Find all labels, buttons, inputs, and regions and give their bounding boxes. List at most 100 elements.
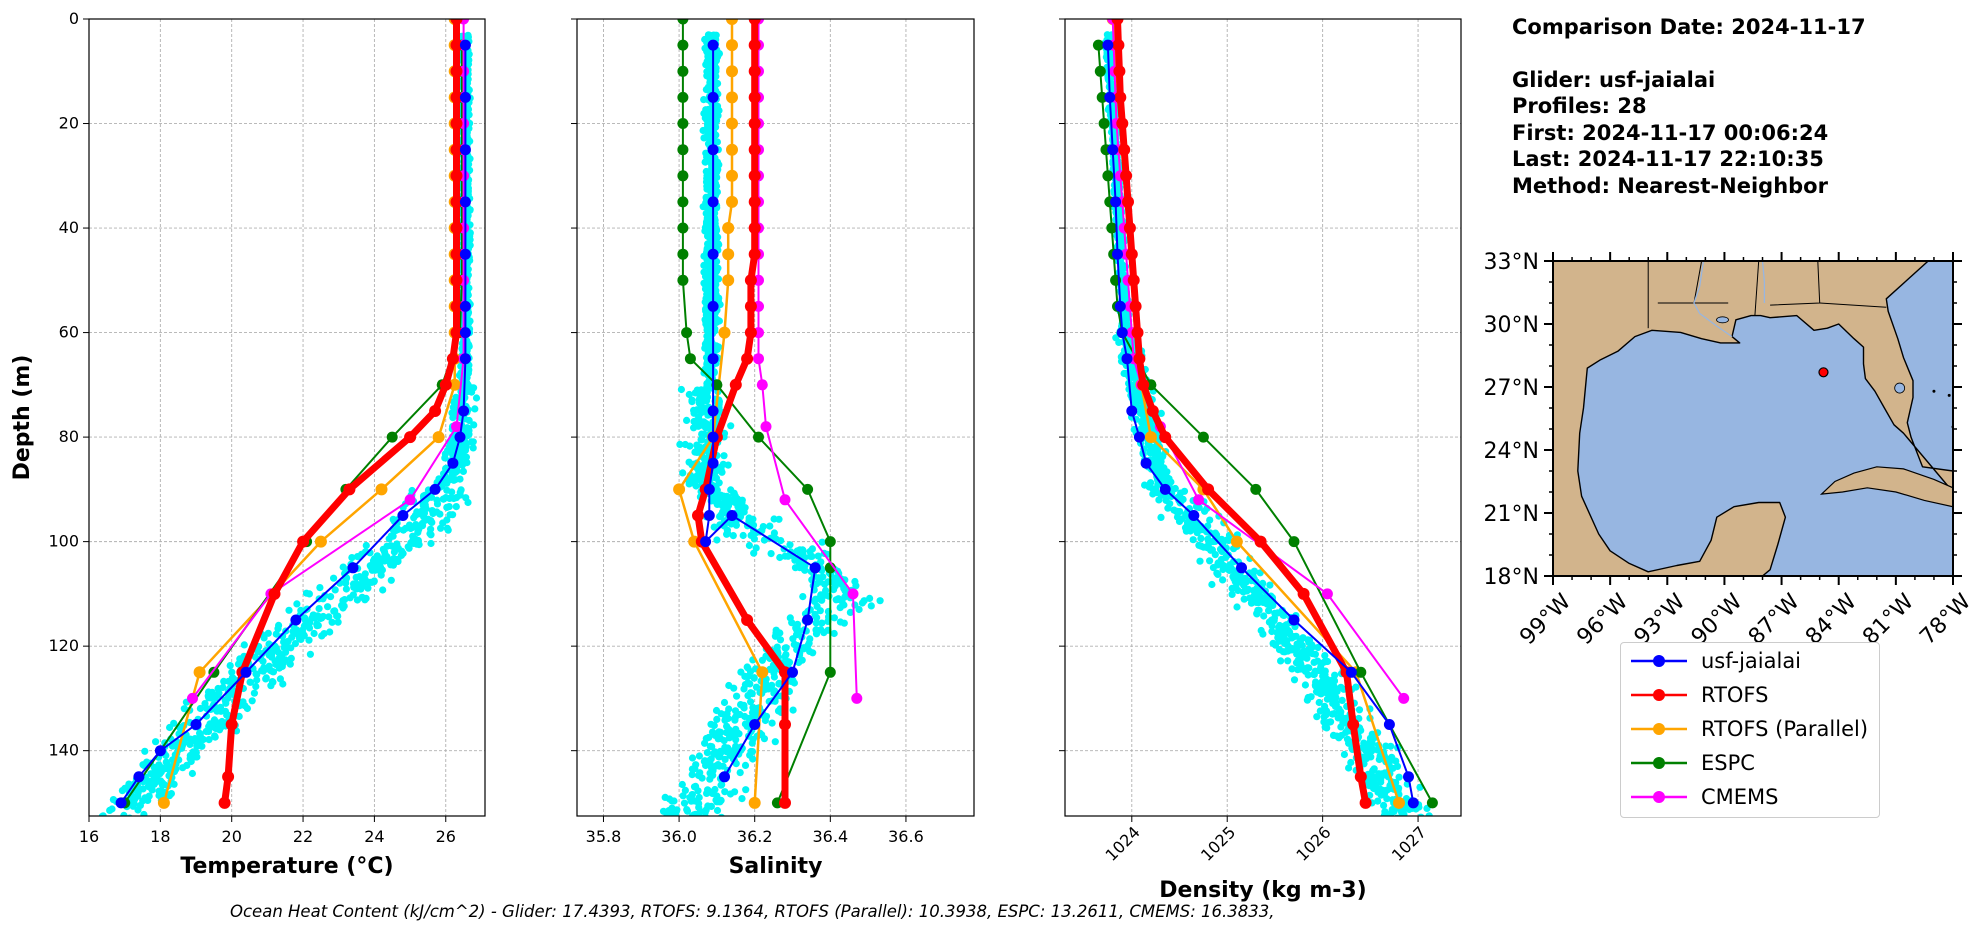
glider-point (279, 680, 287, 688)
glider-point (241, 702, 249, 710)
glider-point (349, 580, 358, 588)
glider-point (718, 468, 726, 476)
glider-point (280, 638, 288, 646)
glider-point (720, 452, 728, 460)
x-tick-label: 1024 (1102, 823, 1144, 865)
series-point (1159, 483, 1171, 495)
glider-point (1205, 539, 1213, 548)
series-point (677, 170, 689, 182)
legend-label: usf-jaialai (1701, 649, 1802, 673)
glider-point (456, 475, 464, 483)
series-espc (119, 39, 468, 809)
series-point (677, 65, 689, 77)
glider-point (743, 720, 752, 728)
glider-point (696, 769, 704, 777)
glider-point (706, 742, 714, 751)
glider-point (688, 771, 696, 779)
glider-point (235, 712, 243, 721)
glider-point (697, 436, 705, 444)
glider-point (1316, 707, 1324, 715)
glider-point (720, 500, 728, 508)
glider-point (746, 680, 754, 688)
series-point (741, 614, 754, 626)
glider-point (272, 630, 280, 638)
series-point (741, 352, 754, 365)
series-point (677, 118, 689, 129)
glider-point (692, 782, 700, 791)
series-point (1355, 666, 1367, 678)
glider-point (840, 601, 848, 609)
glider-point (197, 736, 205, 744)
glider-point (1395, 773, 1403, 781)
glider-point (692, 810, 700, 816)
glider-point (711, 731, 719, 740)
x-axis-label: Density (kg m-3) (1159, 878, 1367, 903)
glider-point (717, 728, 725, 737)
glider-point (1335, 734, 1343, 742)
glider-point (287, 654, 295, 663)
lat-tick-label: 27°N (1484, 376, 1539, 401)
glider-point (742, 786, 750, 794)
glider-point (310, 629, 318, 638)
glider-point (799, 593, 807, 601)
glider-point (705, 320, 714, 328)
series-point (347, 562, 359, 574)
series-point (677, 222, 689, 234)
glider-point (459, 446, 467, 454)
glider-point (1309, 643, 1317, 651)
series-point (1188, 510, 1200, 521)
glider-point (293, 630, 301, 638)
glider-point (744, 664, 752, 672)
glider-point (852, 582, 860, 590)
glider-point (1321, 688, 1329, 696)
glider-point (1321, 667, 1329, 675)
glider-point (1136, 404, 1144, 412)
glider-point (141, 747, 149, 755)
series-point (1126, 405, 1138, 417)
glider-point (155, 787, 163, 795)
glider-point (1317, 680, 1326, 689)
glider-point (707, 802, 716, 811)
series-point (748, 143, 761, 156)
glider-point (739, 508, 747, 516)
series-point (677, 19, 689, 25)
glider-point (702, 734, 710, 743)
series-point (677, 196, 689, 208)
x-tick-label: 1026 (1292, 823, 1334, 865)
glider-point (818, 619, 826, 627)
glider-point (314, 621, 322, 630)
glider-point (285, 606, 293, 614)
glider-point (1315, 698, 1323, 707)
series-point (1131, 326, 1144, 339)
glider-point (1120, 369, 1128, 378)
glider-point (442, 494, 450, 502)
series-point (707, 457, 719, 469)
series-point (744, 326, 757, 339)
series-point (1122, 195, 1134, 208)
glider-point (1257, 626, 1265, 635)
series-point (268, 587, 281, 600)
glider-scatter (659, 31, 884, 816)
x-tick-label: 36.2 (737, 827, 773, 846)
y-tick-label: 140 (48, 741, 79, 760)
legend-marker-espc (1631, 757, 1687, 769)
axes-frame (88, 18, 486, 817)
glider-point (1233, 573, 1241, 581)
glider-point (782, 651, 790, 659)
glider-point (1269, 639, 1277, 648)
series-point (290, 614, 302, 626)
glider-point (309, 611, 318, 619)
glider-point (404, 543, 412, 551)
glider-point (1201, 507, 1209, 515)
glider-point (706, 232, 714, 240)
series-point (707, 300, 719, 312)
glider-point (835, 595, 843, 604)
series-point (744, 300, 757, 313)
glider-point (379, 545, 387, 553)
series-point (450, 65, 463, 78)
glider-point (162, 758, 170, 766)
glider-point (387, 532, 395, 540)
series-point (756, 379, 768, 391)
series-point (1140, 457, 1152, 469)
island (1947, 393, 1951, 397)
